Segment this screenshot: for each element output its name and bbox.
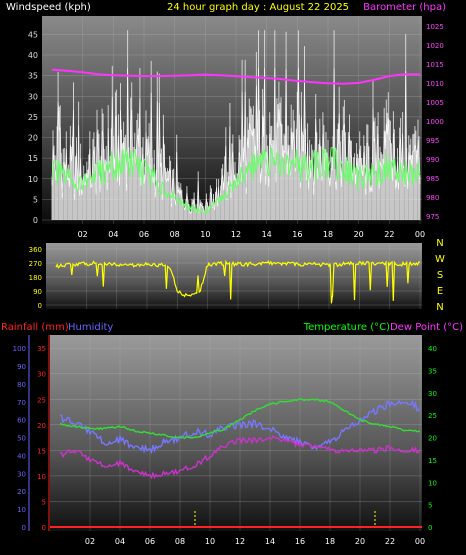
wind-y-tick-label: 45: [28, 30, 38, 39]
wind-y-tick-label: 35: [28, 72, 38, 81]
barometer-y-tick-label: 975: [426, 213, 439, 221]
temperature-axis-title: Temperature (°C): [303, 322, 390, 333]
temperature-y-tick-label: 20: [428, 435, 437, 443]
rainfall-y-tick-label: 10: [37, 473, 46, 481]
temperature-y-tick-label: 30: [428, 390, 437, 398]
wind-x-tick-label: 04: [108, 230, 118, 239]
wind-x-tick-label: 20: [354, 230, 364, 239]
temp-x-tick-label: 02: [85, 537, 95, 546]
temp-x-tick-label: 06: [145, 537, 155, 546]
temperature-y-tick-label: 0: [428, 524, 432, 532]
direction-y-tick-label: 180: [29, 274, 42, 282]
temperature-y-tick-label: 25: [428, 412, 437, 420]
barometer-y-tick-label: 1005: [426, 99, 444, 107]
barometer-y-tick-label: 1015: [426, 61, 444, 69]
humidity-y-tick-label: 10: [17, 506, 26, 514]
rainfall-y-tick-label: 0: [42, 524, 46, 532]
barometer-y-tick-label: 980: [426, 194, 439, 202]
direction-y-tick-label: 360: [29, 246, 42, 254]
barometer-y-tick-label: 995: [426, 137, 439, 145]
direction-y-tick-label: 0: [38, 302, 42, 310]
wind-y-tick-label: 15: [28, 154, 38, 163]
rainfall-y-tick-label: 30: [37, 371, 46, 379]
windspeed-axis-title: Windspeed (kph): [6, 2, 91, 13]
temperature-y-tick-label: 5: [428, 502, 432, 510]
wind-y-tick-label: 25: [28, 113, 38, 122]
temperature-y-tick-label: 40: [428, 345, 437, 353]
wind-direction-series-line: [55, 259, 421, 304]
compass-tick-label: W: [435, 254, 445, 265]
compass-tick-label: E: [437, 286, 443, 297]
wind-x-tick-label: 14: [262, 230, 272, 239]
barometer-y-tick-label: 1025: [426, 23, 444, 31]
rainfall-y-tick-label: 25: [37, 396, 46, 404]
temp-x-tick-label: 10: [205, 537, 215, 546]
wind-y-tick-label: 0: [33, 216, 38, 225]
wind-x-tick-label: 18: [323, 230, 333, 239]
humidity-y-tick-label: 70: [17, 399, 26, 407]
temperature-series-line: [60, 397, 421, 440]
humidity-y-tick-label: 100: [13, 345, 26, 353]
compass-tick-label: S: [437, 270, 443, 281]
temp-x-tick-label: 00: [415, 537, 425, 546]
windspeed-average-line: [51, 147, 421, 215]
wind-y-tick-label: 20: [28, 134, 38, 143]
wind-y-tick-label: 30: [28, 92, 38, 101]
rainfall-y-tick-label: 5: [42, 498, 46, 506]
temp-x-tick-label: 12: [235, 537, 245, 546]
humidity-y-tick-label: 30: [17, 470, 26, 478]
wind-x-tick-label: 06: [139, 230, 149, 239]
temp-x-tick-label: 08: [175, 537, 185, 546]
temp-x-tick-label: 20: [355, 537, 365, 546]
humidity-y-tick-label: 50: [17, 435, 26, 443]
chart-title: 24 hour graph day : August 22 2025: [167, 2, 349, 13]
wind-x-tick-label: 08: [170, 230, 180, 239]
temp-x-tick-label: 18: [325, 537, 335, 546]
temperature-y-tick-label: 35: [428, 368, 437, 376]
dewpoint-series-line: [59, 435, 421, 480]
rainfall-axis-title: Rainfall (mm): [1, 322, 69, 333]
barometer-y-tick-label: 1000: [426, 118, 444, 126]
compass-tick-label: N: [436, 238, 443, 249]
humidity-axis-title: Humidity: [68, 322, 113, 333]
wind-y-tick-label: 5: [33, 195, 38, 204]
temp-x-tick-label: 16: [295, 537, 305, 546]
wind-x-tick-label: 00: [415, 230, 425, 239]
rainfall-y-tick-label: 35: [37, 345, 46, 353]
humidity-y-tick-label: 90: [17, 363, 26, 371]
humidity-y-tick-label: 20: [17, 488, 26, 496]
direction-y-tick-label: 90: [33, 288, 42, 296]
temperature-y-tick-label: 15: [428, 457, 437, 465]
humidity-y-tick-label: 60: [17, 417, 26, 425]
barometer-axis-title: Barometer (hpa): [363, 2, 446, 13]
wind-x-tick-label: 12: [231, 230, 241, 239]
temp-x-tick-label: 14: [265, 537, 275, 546]
direction-y-tick-label: 270: [29, 260, 42, 268]
barometer-y-tick-label: 1020: [426, 42, 444, 50]
dewpoint-axis-title: Dew Point (°C): [390, 322, 463, 333]
wind-x-tick-label: 02: [78, 230, 88, 239]
temp-x-tick-label: 04: [115, 537, 125, 546]
compass-tick-label: N: [436, 302, 443, 313]
humidity-y-tick-label: 40: [17, 452, 26, 460]
temperature-y-tick-label: 10: [428, 479, 437, 487]
rainfall-y-tick-label: 20: [37, 422, 46, 430]
rainfall-y-tick-label: 15: [37, 447, 46, 455]
humidity-y-tick-label: 80: [17, 381, 26, 389]
wind-x-tick-label: 16: [292, 230, 302, 239]
barometer-y-tick-label: 1010: [426, 80, 444, 88]
humidity-y-tick-label: 0: [22, 524, 26, 532]
wind-y-tick-label: 40: [28, 51, 38, 60]
temp-x-tick-label: 22: [385, 537, 395, 546]
wind-x-tick-label: 10: [200, 230, 210, 239]
wind-y-tick-label: 10: [28, 175, 38, 184]
wind-x-tick-label: 22: [384, 230, 394, 239]
barometer-y-tick-label: 985: [426, 175, 439, 183]
barometer-y-tick-label: 990: [426, 156, 439, 164]
barometer-series-line: [51, 68, 420, 85]
